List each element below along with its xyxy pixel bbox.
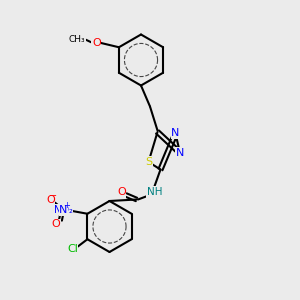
- Text: NO₂: NO₂: [54, 205, 73, 215]
- Text: +: +: [63, 201, 70, 210]
- Text: NH: NH: [147, 187, 162, 197]
- Text: CH₃: CH₃: [69, 35, 85, 44]
- Text: Cl: Cl: [67, 244, 78, 254]
- Text: O: O: [52, 219, 60, 229]
- Text: O: O: [46, 195, 55, 205]
- Text: N: N: [171, 128, 180, 139]
- Text: N: N: [176, 148, 184, 158]
- Text: O: O: [92, 38, 101, 48]
- Text: −: −: [50, 191, 58, 201]
- Text: S: S: [145, 157, 152, 167]
- Text: N: N: [59, 205, 68, 215]
- Text: O: O: [117, 187, 126, 197]
